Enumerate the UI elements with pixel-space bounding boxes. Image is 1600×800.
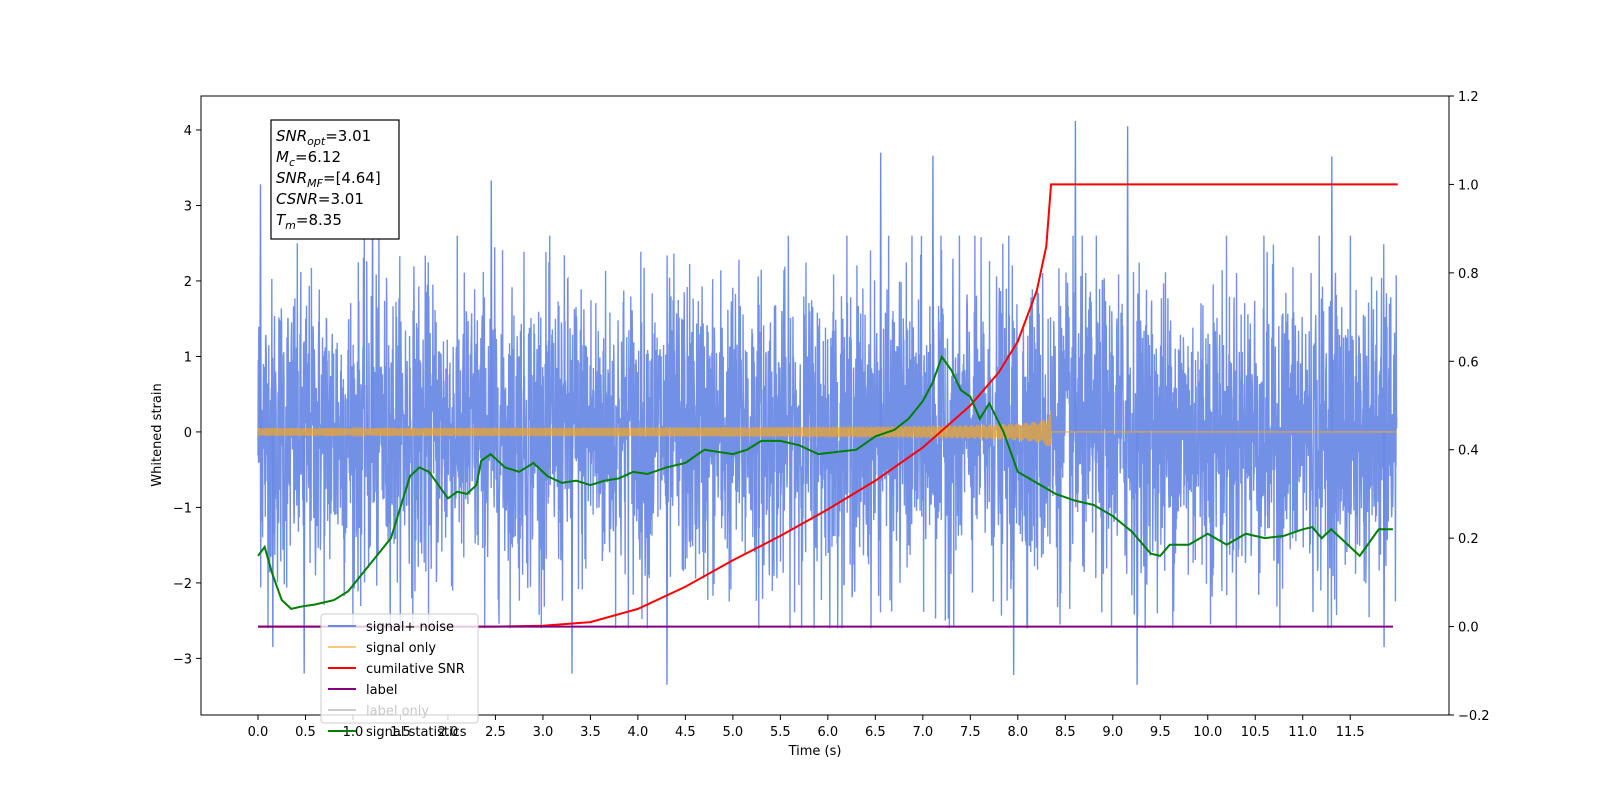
- y-tick-label: 0: [184, 426, 192, 441]
- noise-spike-0: [259, 184, 262, 432]
- x-tick-label: 8.0: [1007, 725, 1028, 740]
- y-tick-label: −3: [173, 652, 192, 667]
- x-tick-label: 8.5: [1055, 725, 1076, 740]
- noise-spike-4: [489, 180, 493, 432]
- noise-spike-8: [931, 155, 935, 432]
- legend-label: signal+ noise: [366, 620, 454, 635]
- noise-spike-11: [1126, 126, 1129, 432]
- x-tick-label: 3.0: [533, 725, 554, 740]
- x-tick-label: 0.5: [295, 725, 316, 740]
- x-tick-label: 11.0: [1288, 725, 1317, 740]
- y2-tick-label: −0.2: [1458, 709, 1490, 724]
- x-axis-title: Time (s): [788, 744, 842, 759]
- annotation-line: Tm=8.35: [276, 211, 342, 232]
- x-tick-label: 4.5: [675, 725, 696, 740]
- x-tick-label: 6.0: [818, 725, 839, 740]
- series-noise: [257, 235, 1398, 629]
- x-tick-label: 3.5: [580, 725, 601, 740]
- x-tick-label: 6.5: [865, 725, 886, 740]
- x-tick-label: 9.0: [1102, 725, 1123, 740]
- x-tick-label: 2.0: [438, 725, 459, 740]
- y-tick-label: 4: [184, 124, 192, 139]
- noise-spike-1: [271, 431, 275, 648]
- noise-spike-14: [1382, 431, 1386, 648]
- noise-spike-7: [879, 152, 882, 432]
- series-signal-statistics: [257, 354, 1393, 610]
- x-tick-label: 7.5: [960, 725, 981, 740]
- annotation-line: Mc=6.12: [276, 148, 341, 169]
- noise-spike-13: [1330, 156, 1334, 432]
- plot-area: [257, 120, 1398, 685]
- x-tick-label: 5.5: [770, 725, 791, 740]
- legend-label: signal only: [366, 641, 436, 656]
- y2-tick-label: 1.0: [1458, 178, 1479, 193]
- annotation-frame: [270, 119, 400, 240]
- series-signal-only: [257, 410, 1397, 447]
- x-tick-label: 1.5: [390, 725, 411, 740]
- y2-tick-label: 0.4: [1458, 444, 1479, 459]
- x-tick-label: 4.0: [628, 725, 649, 740]
- axes: 0.0 0.5 1.0 1.5 2.0 2.5 3.0 3.5 4.0 4.5 5.0 5.5 6.0 6…: [173, 90, 1490, 740]
- noise-spike-9: [1012, 431, 1015, 675]
- annotation-line: CSNR=3.01: [276, 190, 364, 208]
- y-axis-title: Whitened strain: [150, 383, 165, 486]
- x-tick-label: 7.0: [912, 725, 933, 740]
- x-tick-label: 0.0: [248, 725, 269, 740]
- y2-tick-label: 0.8: [1458, 267, 1479, 282]
- legend: signal+ noise signal only cumilative SNR la…: [320, 613, 479, 740]
- y-tick-label: 2: [184, 275, 192, 290]
- noise-spike-6: [665, 431, 669, 685]
- legend-label: cumilative SNR: [366, 662, 465, 677]
- y2-tick-label: 0.6: [1458, 355, 1479, 370]
- y-tick-label: 3: [184, 199, 192, 214]
- y2-tick-label: 0.0: [1458, 621, 1479, 636]
- y2-tick-label: 0.2: [1458, 532, 1479, 547]
- y2-tick-label: 1.2: [1458, 90, 1479, 105]
- plot-frame: [200, 95, 1450, 716]
- x-tick-label: 1.0: [343, 725, 364, 740]
- y-tick-label: 1: [184, 350, 192, 365]
- x-tick-label: 10.0: [1193, 725, 1222, 740]
- y-tick-label: −2: [173, 577, 192, 592]
- y-tick-label: −1: [173, 501, 192, 516]
- x-tick-label: 2.5: [485, 725, 506, 740]
- noise-spike-10: [1074, 120, 1077, 432]
- noise-spike-5: [570, 431, 574, 674]
- annotation-line: SNRMF=[4.64]: [276, 169, 381, 190]
- noise-spike-2: [302, 431, 306, 674]
- x-tick-label: 5.0: [723, 725, 744, 740]
- series-cumilative-snr: [257, 183, 1398, 628]
- x-tick-label: 10.5: [1241, 725, 1270, 740]
- legend-frame: [320, 613, 479, 724]
- x-tick-label: 11.5: [1336, 725, 1365, 740]
- x-tick-label: 9.5: [1150, 725, 1171, 740]
- legend-label: label: [366, 683, 397, 698]
- annotation-line: SNRopt=3.01: [276, 127, 371, 148]
- noise-spike-12: [1135, 431, 1139, 685]
- legend-label: label only: [366, 704, 429, 719]
- legend-label: signal statistics: [366, 725, 467, 740]
